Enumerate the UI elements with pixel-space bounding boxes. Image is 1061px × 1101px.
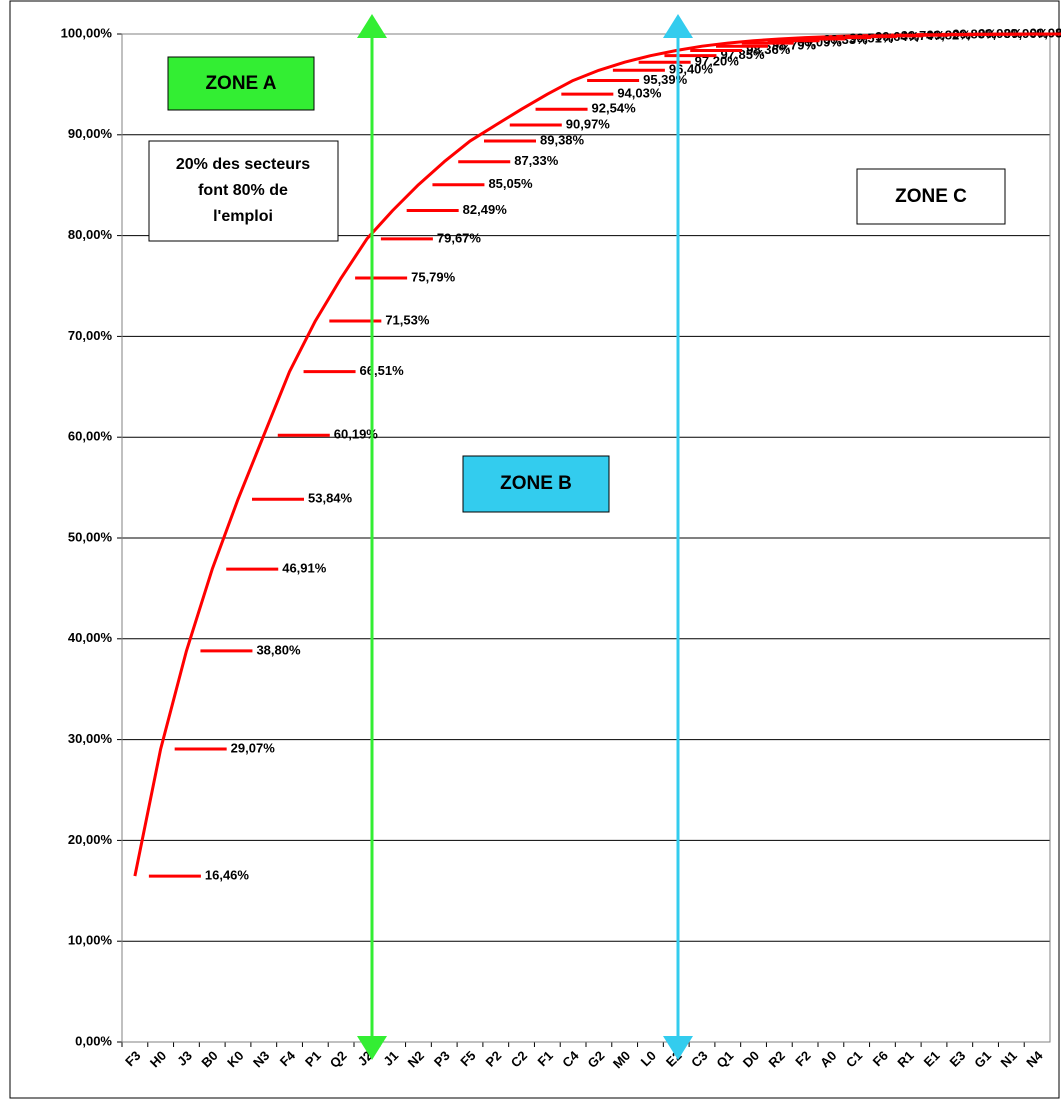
zone-box [856, 168, 1006, 225]
note-box [148, 140, 339, 242]
y-tick-label: 0,00% [75, 1033, 112, 1048]
x-tick-label: D0 [740, 1048, 762, 1070]
x-tick-label: B0 [198, 1048, 220, 1070]
y-tick-label: 90,00% [68, 126, 113, 141]
x-tick-label: F3 [122, 1048, 143, 1069]
data-label: 97,20% [695, 54, 740, 69]
x-tick-label: F2 [792, 1048, 813, 1069]
y-tick-label: 30,00% [68, 731, 113, 746]
x-tick-label: F6 [870, 1048, 891, 1069]
data-label: 16,46% [205, 868, 250, 883]
y-tick-label: 40,00% [68, 630, 113, 645]
x-tick-label: Q1 [713, 1048, 736, 1071]
data-label: 89,38% [540, 132, 585, 147]
x-tick-label: M0 [610, 1048, 633, 1071]
data-label: 46,91% [282, 561, 327, 576]
note-text: font 80% de [198, 182, 288, 199]
data-label: 92,54% [592, 101, 637, 116]
y-tick-label: 20,00% [68, 832, 113, 847]
zone-label: ZONE C [895, 186, 967, 207]
data-label: 29,07% [231, 740, 276, 755]
data-label: 90,97% [566, 116, 611, 131]
y-tick-label: 100,00% [61, 25, 113, 40]
x-tick-label: R2 [766, 1048, 788, 1070]
x-tick-label: E2 [663, 1048, 685, 1070]
x-tick-label: N3 [250, 1048, 272, 1070]
x-tick-label: L0 [638, 1048, 659, 1069]
x-tick-label: P3 [431, 1048, 453, 1070]
x-tick-label: J3 [174, 1048, 195, 1069]
data-label: 94,03% [617, 86, 662, 101]
x-tick-label: C2 [508, 1048, 530, 1070]
x-tick-label: K0 [224, 1048, 246, 1070]
y-tick-label: 10,00% [68, 933, 113, 948]
zone-label: ZONE B [500, 473, 572, 494]
data-label: 75,79% [411, 269, 456, 284]
data-label: 82,49% [463, 202, 508, 217]
x-tick-label: E3 [946, 1048, 968, 1070]
x-tick-label: N2 [405, 1048, 427, 1070]
x-tick-label: N1 [998, 1048, 1020, 1070]
x-tick-label: G1 [971, 1048, 994, 1071]
data-label: 66,51% [360, 363, 405, 378]
x-tick-label: J2 [355, 1048, 376, 1069]
y-tick-label: 80,00% [68, 227, 113, 242]
y-tick-label: 70,00% [68, 328, 113, 343]
data-label: 71,53% [385, 312, 430, 327]
marks: 16,46%29,07%38,80%46,91%53,84%60,19%66,5… [133, 26, 1061, 883]
x-tick-label: Q2 [327, 1048, 350, 1071]
data-label: 38,80% [256, 642, 301, 657]
data-label: 53,84% [308, 491, 353, 506]
plot-area [121, 33, 1051, 1043]
x-tick-label: R1 [894, 1048, 916, 1070]
x-tick-label: E1 [921, 1048, 943, 1070]
x-tick-label: F1 [535, 1048, 556, 1069]
x-tick-label: P1 [302, 1048, 324, 1070]
x-tick-label: C1 [843, 1048, 865, 1070]
x-tick-label: H0 [147, 1048, 169, 1070]
data-label: 79,67% [437, 230, 482, 245]
note-text: 20% des secteurs [176, 156, 310, 173]
x-tick-label: C3 [688, 1048, 710, 1070]
x-tick-label: G2 [585, 1048, 608, 1071]
note-text: l'emploi [213, 208, 273, 225]
y-tick-label: 50,00% [68, 529, 113, 544]
frame [9, 0, 1060, 1099]
zone-box [167, 56, 315, 111]
x-tick-label: F4 [277, 1047, 299, 1069]
y-tick-label: 60,00% [68, 429, 113, 444]
x-tick-label: N4 [1023, 1047, 1046, 1070]
x-tick-label: C4 [559, 1047, 582, 1070]
x-tick-label: P2 [482, 1048, 504, 1070]
x-tick-label: A0 [817, 1048, 839, 1070]
data-label: 87,33% [514, 153, 559, 168]
zone-label: ZONE A [205, 73, 276, 94]
zone-box [462, 455, 610, 513]
x-tick-label: F5 [457, 1048, 478, 1069]
data-label: 85,05% [488, 176, 533, 191]
x-tick-label: J1 [380, 1048, 401, 1069]
